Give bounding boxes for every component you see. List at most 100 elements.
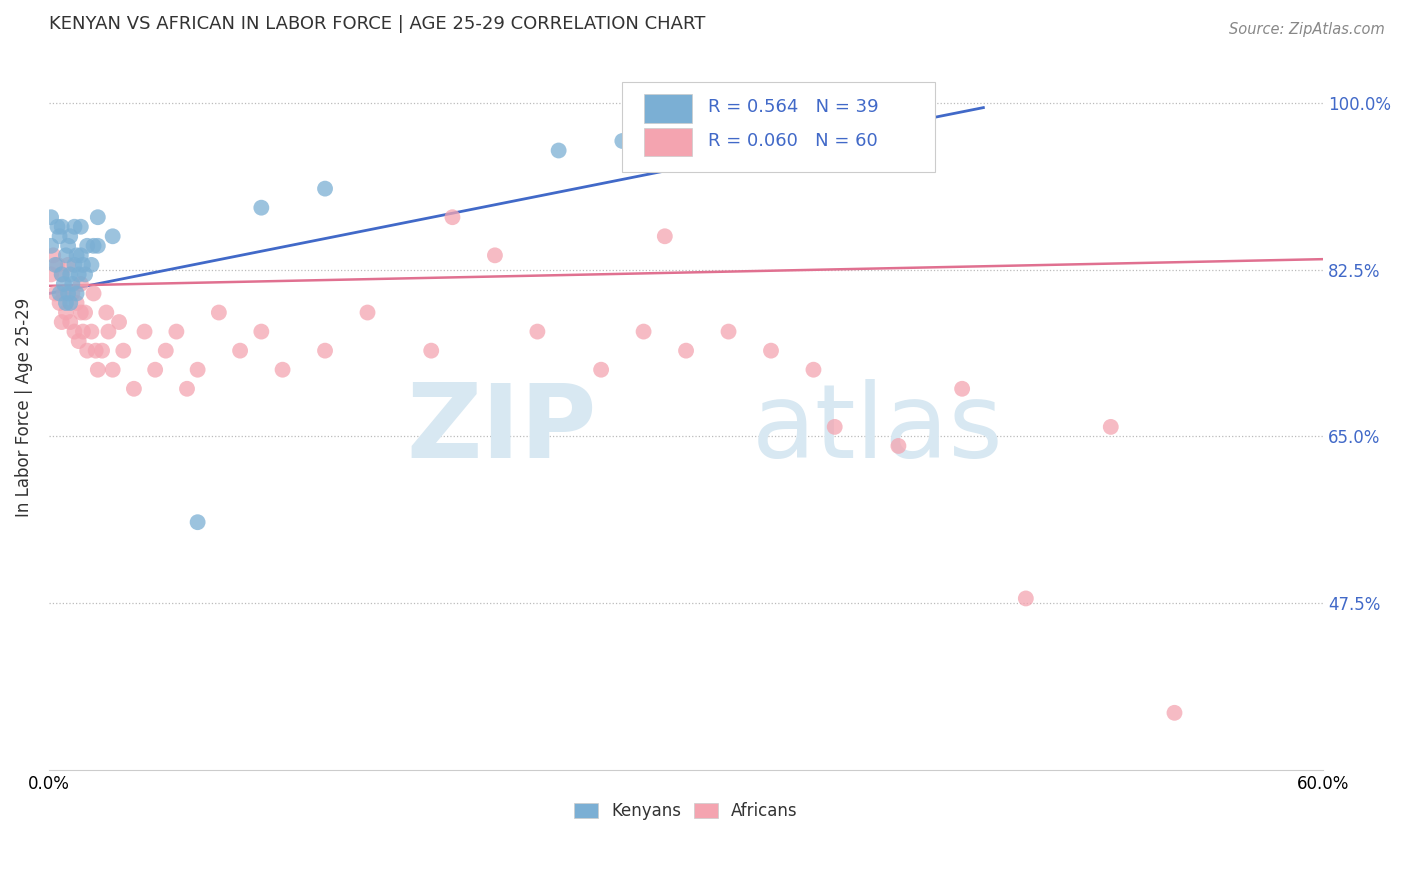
Point [60, 286, 83, 301]
Point [176, 382, 198, 396]
Text: R = 0.060   N = 60: R = 0.060 N = 60 [707, 131, 877, 150]
Point [441, 211, 464, 225]
Point [108, 315, 131, 329]
Point [314, 181, 336, 195]
Point [101, 362, 124, 376]
Point [52, 277, 75, 291]
Point [80, 258, 103, 272]
Point [65, 286, 87, 301]
Point [143, 362, 166, 376]
Point [155, 343, 177, 358]
Text: Source: ZipAtlas.com: Source: ZipAtlas.com [1229, 22, 1385, 37]
Point [60, 277, 83, 291]
Point [69, 248, 91, 262]
Point [654, 229, 676, 244]
Point [56, 239, 79, 253]
Point [887, 439, 910, 453]
Point [1099, 420, 1122, 434]
Point [675, 343, 697, 358]
Point [83, 286, 105, 301]
Point [55, 305, 77, 319]
Point [63, 258, 86, 272]
Point [72, 258, 94, 272]
Point [229, 343, 252, 358]
Point [1015, 591, 1038, 606]
FancyBboxPatch shape [644, 128, 692, 156]
Point [69, 277, 91, 291]
Point [633, 325, 655, 339]
Point [65, 248, 87, 262]
Point [56, 258, 79, 272]
Point [56, 286, 79, 301]
Point [87, 239, 110, 253]
Point [759, 343, 782, 358]
Point [356, 305, 378, 319]
Point [59, 268, 82, 282]
Text: atlas: atlas [751, 379, 1002, 480]
Point [65, 296, 87, 310]
Point [42, 248, 65, 262]
Point [39, 239, 62, 253]
Point [59, 315, 82, 329]
Point [51, 268, 73, 282]
Point [51, 268, 73, 282]
Point [187, 515, 209, 529]
Point [51, 219, 73, 234]
Point [950, 382, 973, 396]
Point [824, 420, 846, 434]
Text: KENYAN VS AFRICAN IN LABOR FORCE | AGE 25-29 CORRELATION CHART: KENYAN VS AFRICAN IN LABOR FORCE | AGE 2… [49, 15, 706, 33]
Point [44, 286, 66, 301]
Point [46, 258, 69, 272]
Point [314, 343, 336, 358]
FancyBboxPatch shape [623, 82, 935, 172]
Point [484, 248, 506, 262]
Point [591, 362, 613, 376]
Point [75, 268, 97, 282]
Point [63, 325, 86, 339]
Point [75, 305, 97, 319]
Point [420, 343, 443, 358]
Point [80, 325, 103, 339]
Point [51, 315, 73, 329]
Point [717, 325, 740, 339]
Point [48, 229, 70, 244]
Point [208, 305, 231, 319]
Point [44, 258, 66, 272]
Point [803, 362, 825, 376]
Point [612, 134, 634, 148]
Point [845, 110, 868, 124]
Point [547, 144, 569, 158]
Point [52, 286, 75, 301]
Point [72, 325, 94, 339]
Point [887, 105, 910, 120]
Point [76, 239, 98, 253]
Point [59, 296, 82, 310]
Point [39, 268, 62, 282]
Point [69, 219, 91, 234]
Point [83, 239, 105, 253]
Point [69, 305, 91, 319]
Point [87, 211, 110, 225]
Point [101, 229, 124, 244]
Text: R = 0.564   N = 39: R = 0.564 N = 39 [707, 98, 879, 116]
Point [134, 325, 156, 339]
Legend: Kenyans, Africans: Kenyans, Africans [568, 796, 804, 827]
Point [165, 325, 187, 339]
Point [91, 343, 114, 358]
Point [67, 268, 90, 282]
Point [48, 296, 70, 310]
Point [46, 219, 69, 234]
Point [112, 343, 135, 358]
Point [48, 286, 70, 301]
Y-axis label: In Labor Force | Age 25-29: In Labor Force | Age 25-29 [15, 298, 32, 517]
Point [97, 325, 120, 339]
Point [55, 296, 77, 310]
Point [187, 362, 209, 376]
Point [63, 219, 86, 234]
Point [67, 334, 90, 348]
Point [87, 362, 110, 376]
Point [76, 343, 98, 358]
Point [250, 201, 273, 215]
Point [122, 382, 145, 396]
FancyBboxPatch shape [644, 95, 692, 123]
